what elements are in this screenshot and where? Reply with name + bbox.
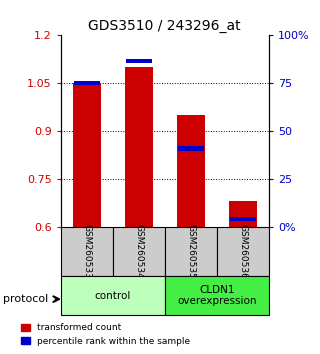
- Text: GSM260533: GSM260533: [82, 224, 91, 279]
- Bar: [178, 147, 204, 150]
- Bar: [73, 83, 101, 227]
- Bar: [61, 227, 113, 276]
- Text: GSM260535: GSM260535: [186, 224, 195, 279]
- Bar: [165, 276, 269, 315]
- Bar: [61, 276, 165, 315]
- Legend: transformed count, percentile rank within the sample: transformed count, percentile rank withi…: [17, 320, 194, 349]
- Bar: [230, 217, 256, 221]
- Bar: [165, 227, 217, 276]
- Bar: [228, 201, 257, 227]
- Bar: [124, 67, 153, 227]
- Bar: [217, 227, 269, 276]
- Bar: [177, 115, 205, 227]
- Text: CLDN1
overexpression: CLDN1 overexpression: [177, 285, 257, 307]
- Title: GDS3510 / 243296_at: GDS3510 / 243296_at: [89, 19, 241, 33]
- Text: GSM260534: GSM260534: [134, 224, 143, 279]
- Text: control: control: [95, 291, 131, 301]
- Text: GSM260536: GSM260536: [238, 224, 247, 279]
- Bar: [113, 227, 165, 276]
- Bar: [74, 81, 100, 85]
- Text: protocol: protocol: [3, 294, 48, 304]
- Bar: [126, 59, 152, 63]
